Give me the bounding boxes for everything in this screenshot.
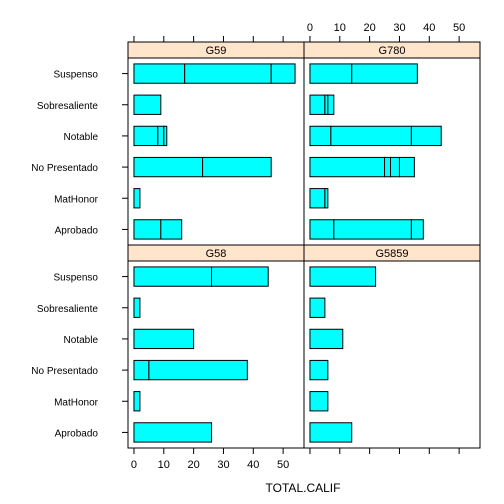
y-tick-label-suspenso: Suspenso — [54, 273, 99, 284]
bar-g780-no-presentado-seg2 — [384, 156, 392, 178]
bar-g59-mathonor-seg1 — [133, 188, 141, 209]
bar-g59-aprobado-seg2 — [160, 219, 183, 240]
x-axis-label: TOTAL.CALIF — [266, 481, 341, 495]
bar-g780-sobresaliente-seg3 — [327, 94, 335, 115]
bar-g59-notable-seg1 — [133, 125, 159, 147]
panel-frame — [303, 260, 481, 449]
bar-g58-aprobado-seg1 — [133, 422, 213, 443]
y-tick-label-notable: Notable — [64, 335, 99, 346]
y-tick-label-no-presentado: No Presentado — [31, 366, 98, 377]
bar-g5859-aprobado-seg1 — [309, 422, 353, 443]
bar-g780-no-presentado-seg3 — [390, 156, 400, 178]
bar-g780-aprobado-seg1 — [309, 219, 335, 240]
panel-frame — [303, 57, 481, 246]
bar-g59-no-presentado-seg1 — [133, 156, 204, 178]
panel-strip-label: G59 — [206, 45, 227, 57]
bar-g58-mathonor-seg1 — [133, 391, 141, 412]
bar-g58-no-presentado-seg2 — [148, 359, 248, 381]
bar-g5859-sobresaliente-seg1 — [309, 297, 326, 318]
y-tick-label-suspenso: Suspenso — [54, 70, 99, 81]
panel-g780: G780 — [303, 41, 481, 246]
panel-frame — [127, 57, 305, 246]
bar-g5859-no-presentado-seg1 — [309, 359, 329, 381]
x-tick-label-bottom-20: 20 — [188, 459, 200, 471]
bar-g780-notable-seg2 — [330, 125, 412, 147]
x-tick-label-top-10: 10 — [334, 22, 346, 34]
y-tick-label-notable: Notable — [64, 132, 99, 143]
x-tick-label-bottom-50: 50 — [277, 459, 289, 471]
bar-g780-mathonor-seg1 — [309, 188, 326, 209]
bar-g5859-notable-seg1 — [309, 328, 344, 350]
bar-g780-no-presentado-seg4 — [398, 156, 415, 178]
panel-g59: G59 — [127, 41, 305, 246]
panel-strip-label: G780 — [379, 45, 406, 57]
y-tick-label-sobresaliente: Sobresaliente — [37, 101, 99, 112]
bar-g58-suspenso-seg1 — [133, 266, 213, 287]
x-tick-label-top-30: 30 — [393, 22, 405, 34]
bar-g59-notable-seg2 — [157, 125, 165, 147]
bar-g780-suspenso-seg2 — [351, 63, 418, 84]
axes-layer: Suspenso Sobresaliente Notable No Presentad… — [31, 22, 465, 471]
bar-g59-notable-seg3 — [163, 125, 168, 147]
bar-g59-aprobado-seg1 — [133, 219, 162, 240]
panel-strip-label: G5859 — [375, 248, 408, 260]
bar-g780-aprobado-seg3 — [410, 219, 424, 240]
y-tick-label-mathonor: MatHonor — [54, 194, 99, 205]
x-tick-label-top-50: 50 — [453, 22, 465, 34]
y-tick-label-aprobado: Aprobado — [55, 225, 99, 236]
panel-frame — [127, 260, 305, 449]
panels-layer: G59 G780 G58 G5859 — [127, 41, 481, 449]
x-tick-label-top-40: 40 — [423, 22, 435, 34]
bar-g58-notable-seg1 — [133, 328, 195, 350]
bar-g58-suspenso-seg2 — [211, 266, 269, 287]
bar-g59-suspenso-seg2 — [184, 63, 272, 84]
x-tick-label-bottom-30: 30 — [217, 459, 229, 471]
x-tick-label-top-0: 0 — [307, 22, 313, 34]
bar-g59-suspenso-seg1 — [133, 63, 186, 84]
y-tick-label-aprobado: Aprobado — [55, 428, 99, 439]
bar-g59-suspenso-seg3 — [270, 63, 296, 84]
bar-g780-suspenso-seg1 — [309, 63, 353, 84]
x-tick-label-bottom-40: 40 — [247, 459, 259, 471]
bar-g59-sobresaliente-seg1 — [133, 94, 162, 115]
y-tick-label-mathonor: MatHonor — [54, 397, 99, 408]
y-tick-label-sobresaliente: Sobresaliente — [37, 304, 99, 315]
bar-g58-sobresaliente-seg1 — [133, 297, 141, 318]
bar-g780-notable-seg1 — [309, 125, 332, 147]
y-tick-label-no-presentado: No Presentado — [31, 163, 98, 174]
panel-g58: G58 — [127, 244, 305, 449]
bar-g58-no-presentado-seg1 — [133, 359, 150, 381]
panel-g5859: G5859 — [303, 244, 481, 449]
bar-g780-aprobado-seg2 — [333, 219, 412, 240]
bar-g5859-suspenso-seg1 — [309, 266, 377, 287]
bar-g780-no-presentado-seg1 — [309, 156, 386, 178]
x-tick-label-bottom-0: 0 — [131, 459, 137, 471]
bar-g780-sobresaliente-seg1 — [309, 94, 326, 115]
panel-strip-label: G58 — [206, 248, 227, 260]
bar-g780-mathonor-seg2 — [324, 188, 329, 209]
bar-g59-no-presentado-seg2 — [202, 156, 272, 178]
x-tick-label-top-20: 20 — [364, 22, 376, 34]
x-tick-label-bottom-10: 10 — [158, 459, 170, 471]
bar-g5859-mathonor-seg1 — [309, 391, 329, 412]
bar-g780-notable-seg3 — [410, 125, 442, 147]
